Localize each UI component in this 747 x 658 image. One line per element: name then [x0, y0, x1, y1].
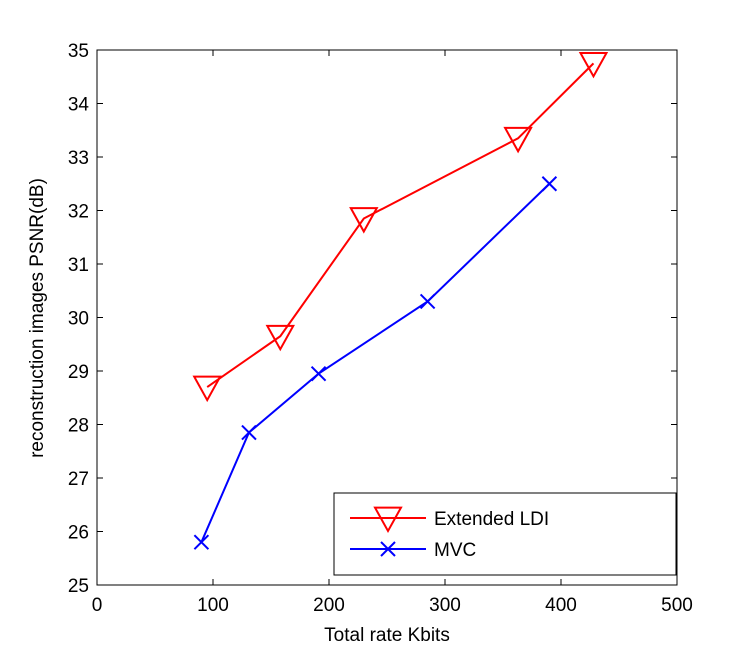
- data-point-extended-ldi: [503, 126, 533, 154]
- x-marker-stroke: [380, 541, 396, 557]
- x-marker-stroke: [541, 176, 558, 192]
- data-point-mvc: [541, 176, 558, 192]
- data-point-extended-ldi: [265, 324, 295, 352]
- y-axis-title: reconstruction images PSNR(dB): [27, 178, 48, 458]
- y-tick-label: 35: [68, 41, 89, 62]
- y-tick-label: 29: [68, 362, 89, 383]
- x-marker-stroke: [193, 534, 210, 550]
- x-marker-stroke: [310, 365, 327, 382]
- x-axis-ticks: 0 100 200 300 400 500: [92, 50, 693, 616]
- data-point-extended-ldi: [578, 51, 609, 79]
- legend-item-mvc: MVC: [350, 540, 476, 561]
- legend-box: [333, 492, 677, 576]
- x-marker-stroke: [419, 293, 436, 310]
- series-mvc: [193, 176, 558, 550]
- y-tick-label: 33: [68, 148, 89, 169]
- x-tick-label: 400: [545, 595, 577, 616]
- x-axis-title: Total rate Kbits: [324, 625, 450, 646]
- y-axis-ticks: 25 26 27 28 29 30 31 32 33 34 35: [68, 41, 677, 597]
- series-layer: [192, 51, 609, 550]
- data-point-mvc: [193, 534, 210, 550]
- y-tick-label: 28: [68, 416, 89, 437]
- x-marker-stroke: [241, 424, 257, 441]
- data-point-mvc: [241, 424, 257, 441]
- data-point-extended-ldi: [349, 207, 379, 234]
- x-tick-label: 500: [661, 595, 693, 616]
- y-tick-label: 25: [68, 576, 89, 597]
- legend-marker-extended-ldi: [373, 506, 403, 534]
- y-tick-label: 31: [68, 255, 89, 276]
- legend-item-extended-ldi: Extended LDI: [350, 506, 549, 534]
- y-tick-label: 26: [68, 523, 89, 544]
- series-extended-ldi: [192, 51, 609, 403]
- series-line-extended-ldi: [206, 62, 595, 388]
- x-tick-label: 100: [197, 595, 229, 616]
- legend-label-mvc: MVC: [434, 540, 476, 561]
- y-tick-label: 30: [68, 309, 89, 330]
- x-tick-label: 200: [313, 595, 345, 616]
- legend-marker-mvc: [380, 541, 396, 557]
- legend-label-extended-ldi: Extended LDI: [434, 509, 549, 530]
- x-tick-label: 300: [429, 595, 461, 616]
- legend: Extended LDI MVC: [333, 492, 677, 576]
- x-tick-label: 0: [92, 595, 103, 616]
- data-point-mvc: [419, 293, 436, 310]
- data-point-extended-ldi: [192, 375, 222, 403]
- data-point-mvc: [310, 365, 327, 382]
- y-tick-label: 34: [68, 95, 90, 116]
- y-tick-label: 32: [68, 202, 89, 223]
- y-tick-label: 27: [68, 469, 89, 490]
